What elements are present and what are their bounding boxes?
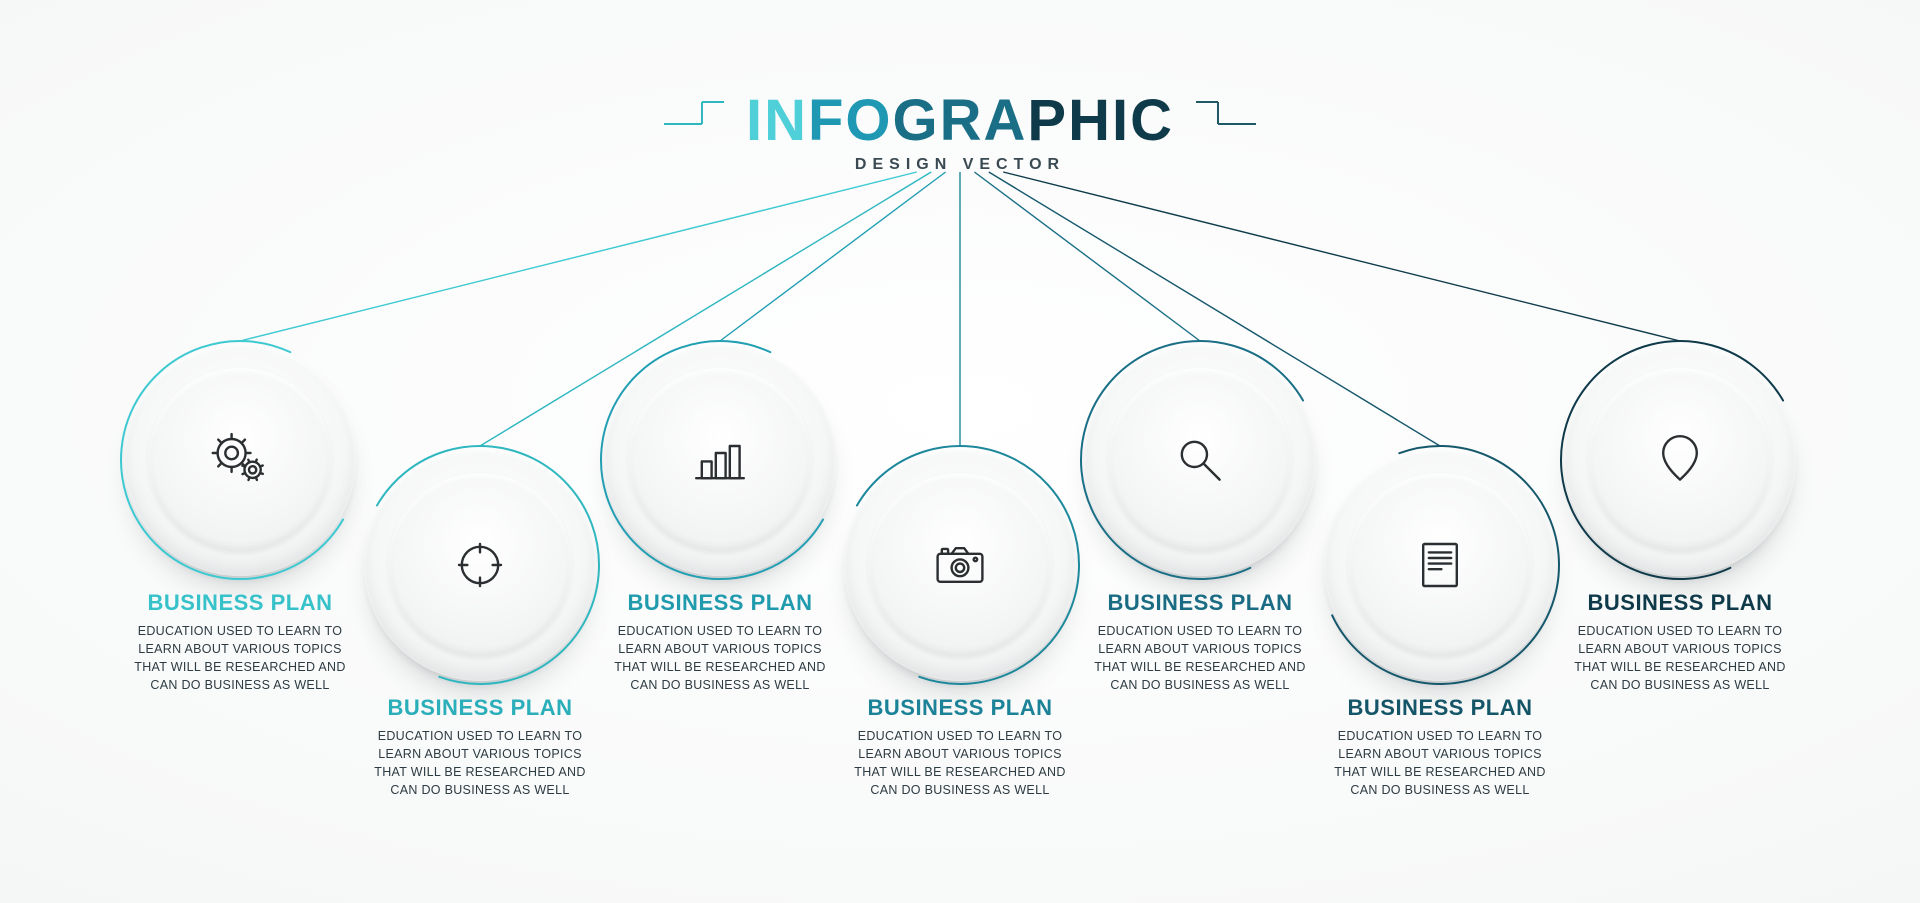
step-circle-6 [1324,449,1556,681]
gears-icon [205,425,275,495]
step-body: EDUCATION USED TO LEARN TO LEARN ABOUT V… [1084,622,1316,695]
document-icon [1405,530,1475,600]
circle-inner [1348,473,1532,657]
title-seg-3: GRA [893,88,1028,153]
circle-inner [868,473,1052,657]
step-heading: BUSINESS PLAN [844,695,1076,721]
subtitle: DESIGN VECTOR [746,156,1174,174]
step-body: EDUCATION USED TO LEARN TO LEARN ABOUT V… [124,622,356,695]
main-title: INFOGRAPHIC [746,92,1174,150]
pin-icon [1645,425,1715,495]
title-seg-4: PHIC [1027,88,1174,153]
step-circle-2 [364,449,596,681]
step-body: EDUCATION USED TO LEARN TO LEARN ABOUT V… [364,727,596,800]
title-tick-right [1194,100,1258,126]
bars-icon [685,425,755,495]
step-label-2: BUSINESS PLAN EDUCATION USED TO LEARN TO… [364,695,596,800]
title-seg-2: FO [808,88,893,153]
circle-inner [1108,368,1292,552]
title-block: INFOGRAPHIC DESIGN VECTOR [746,92,1174,174]
step-body: EDUCATION USED TO LEARN TO LEARN ABOUT V… [1324,727,1556,800]
step-circle-1 [124,344,356,576]
step-body: EDUCATION USED TO LEARN TO LEARN ABOUT V… [604,622,836,695]
circle-inner [628,368,812,552]
step-circle-3 [604,344,836,576]
step-heading: BUSINESS PLAN [604,590,836,616]
title-tick-left [662,100,726,126]
step-label-6: BUSINESS PLAN EDUCATION USED TO LEARN TO… [1324,695,1556,800]
title-seg-1: IN [746,88,808,153]
step-label-3: BUSINESS PLAN EDUCATION USED TO LEARN TO… [604,590,836,695]
step-heading: BUSINESS PLAN [1084,590,1316,616]
circle-inner [148,368,332,552]
magnifier-icon [1165,425,1235,495]
step-label-7: BUSINESS PLAN EDUCATION USED TO LEARN TO… [1564,590,1796,695]
step-label-5: BUSINESS PLAN EDUCATION USED TO LEARN TO… [1084,590,1316,695]
infographic-stage: INFOGRAPHIC DESIGN VECTOR BUSINESS PLAN … [0,0,1920,903]
circle-inner [388,473,572,657]
step-circle-4 [844,449,1076,681]
step-circle-5 [1084,344,1316,576]
step-heading: BUSINESS PLAN [1564,590,1796,616]
target-icon [445,530,515,600]
step-body: EDUCATION USED TO LEARN TO LEARN ABOUT V… [1564,622,1796,695]
step-heading: BUSINESS PLAN [364,695,596,721]
step-heading: BUSINESS PLAN [1324,695,1556,721]
step-label-1: BUSINESS PLAN EDUCATION USED TO LEARN TO… [124,590,356,695]
step-heading: BUSINESS PLAN [124,590,356,616]
step-body: EDUCATION USED TO LEARN TO LEARN ABOUT V… [844,727,1076,800]
camera-icon [925,530,995,600]
circle-inner [1588,368,1772,552]
step-circle-7 [1564,344,1796,576]
step-label-4: BUSINESS PLAN EDUCATION USED TO LEARN TO… [844,695,1076,800]
